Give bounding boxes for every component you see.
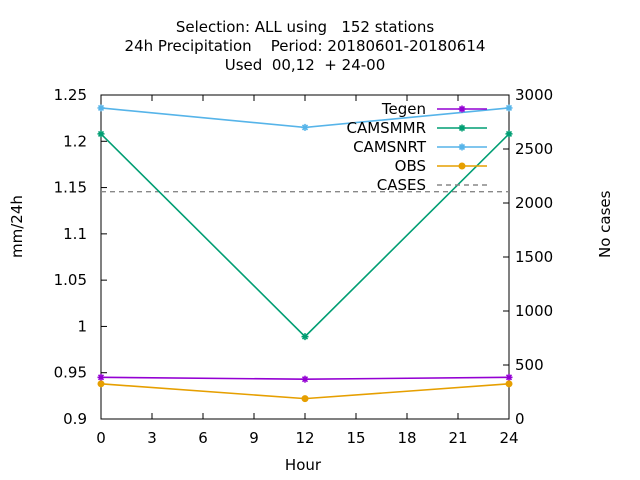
x-tick-label: 3: [147, 429, 157, 447]
data-point-tegen: [301, 375, 309, 383]
x-axis-label: Hour: [284, 456, 322, 474]
legend-label-camsmmr: CAMSMMR: [346, 119, 426, 137]
x-tick-label: 12: [295, 429, 314, 447]
chart-title-line-1: Selection: ALL using 152 stations: [175, 18, 435, 36]
x-tick-label: 9: [249, 429, 259, 447]
data-point-camsnrt: [97, 104, 105, 112]
y-tick-label: 0.95: [54, 364, 87, 382]
x-tick-label: 0: [96, 429, 106, 447]
y2-tick-label: 500: [515, 356, 544, 374]
legend-marker-obs: [458, 162, 466, 170]
legend-label-camsnrt: CAMSNRT: [353, 138, 427, 156]
x-tick-label: 6: [198, 429, 208, 447]
data-point-obs: [505, 380, 513, 388]
legend-label-cases: CASES: [377, 176, 426, 194]
data-point-camsnrt: [301, 123, 309, 131]
data-point-camsnrt: [505, 104, 513, 112]
y-tick-label: 1.1: [63, 225, 87, 243]
x-tick-label: 18: [397, 429, 416, 447]
y2-tick-label: 1500: [515, 248, 553, 266]
y2-tick-label: 2000: [515, 194, 553, 212]
legend-label-obs: OBS: [395, 157, 426, 175]
series-line-camsmmr: [100, 133, 510, 338]
data-point-obs: [97, 380, 105, 388]
data-point-obs: [301, 395, 309, 403]
legend-marker-tegen: [458, 105, 466, 113]
x-tick-label: 21: [448, 429, 467, 447]
data-point-camsmmr: [505, 130, 513, 138]
chart-title-line-3: Used 00,12 + 24-00: [224, 56, 386, 74]
plot-frame: [100, 94, 510, 420]
y-tick-label: 1.25: [54, 86, 87, 104]
y2-tick-label: 3000: [515, 86, 553, 104]
y2-tick-label: 1000: [515, 302, 553, 320]
y-tick-label: 0.9: [63, 410, 87, 428]
y-tick-label: 1.2: [63, 132, 87, 150]
chart-title-line-2: 24h Precipitation Period: 20180601-20180…: [124, 37, 486, 55]
y2-tick-label: 0: [515, 410, 525, 428]
y2-tick-label: 2500: [515, 140, 553, 158]
x-tick-label: 15: [346, 429, 365, 447]
data-point-tegen: [505, 373, 513, 381]
y-tick-label: 1.15: [54, 179, 87, 197]
legend-marker-camsnrt: [458, 143, 466, 151]
y-tick-label: 1: [77, 317, 87, 335]
legend-label-tegen: Tegen: [381, 100, 426, 118]
data-point-camsmmr: [301, 333, 309, 341]
legend-marker-camsmmr: [458, 124, 466, 132]
y-tick-label: 1.05: [54, 271, 87, 289]
data-point-camsmmr: [97, 130, 105, 138]
data-point-tegen: [97, 373, 105, 381]
x-tick-label: 24: [499, 429, 518, 447]
